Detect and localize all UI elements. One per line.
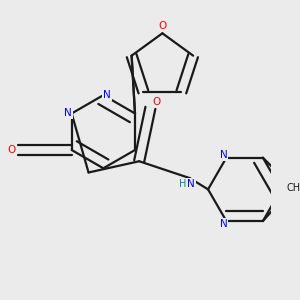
Text: CH₃: CH₃ <box>286 183 300 193</box>
Text: CH₃: CH₃ <box>287 184 300 194</box>
Text: N: N <box>103 90 111 100</box>
Text: N: N <box>220 150 227 160</box>
Text: H: H <box>179 179 186 189</box>
Text: N: N <box>64 108 72 118</box>
Text: O: O <box>158 21 166 31</box>
Text: O: O <box>152 97 160 107</box>
Text: O: O <box>7 145 15 155</box>
Text: N: N <box>187 179 195 189</box>
Text: N: N <box>220 219 227 229</box>
